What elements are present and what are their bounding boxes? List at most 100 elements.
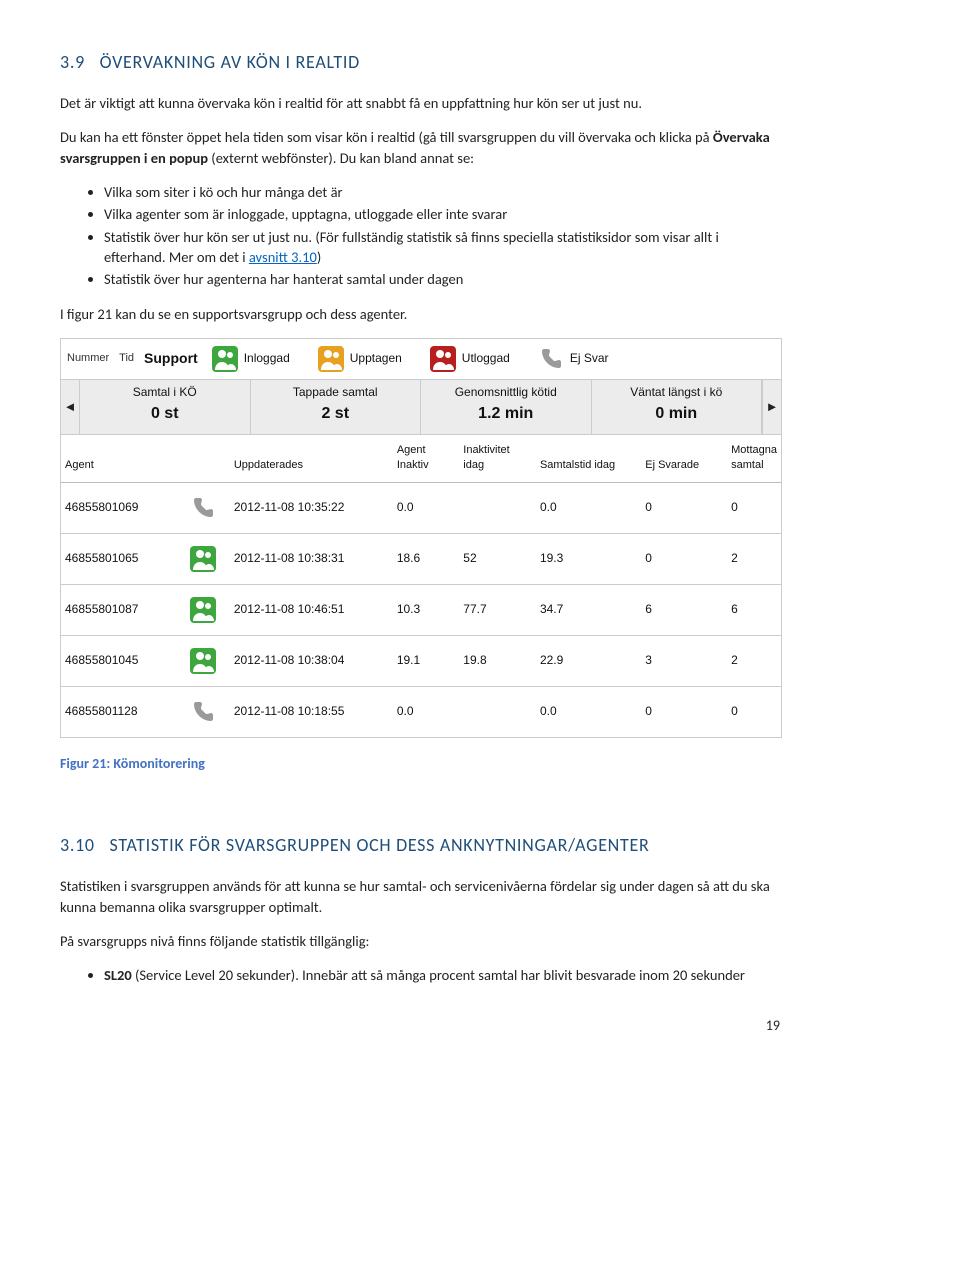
cell-noanswer: 0 <box>641 686 727 737</box>
cell-recv: 2 <box>727 635 781 686</box>
stats-band: ◄ Samtal i KÖ 0 st Tappade samtal 2 st G… <box>61 380 781 435</box>
person-icon <box>212 346 238 372</box>
cell-inact-today <box>459 482 536 533</box>
stat-longest: Väntat längst i kö 0 min <box>592 380 763 434</box>
bullet-item: SL20 (Service Level 20 sekunder). Innebä… <box>104 965 780 985</box>
status-ejsvar: Ej Svar <box>538 346 609 372</box>
para-1: Det är viktigt att kunna övervaka kön i … <box>60 93 780 113</box>
bullet-list-310: SL20 (Service Level 20 sekunder). Innebä… <box>60 965 780 985</box>
th-talk: Samtalstid idag <box>536 435 641 482</box>
cell-noanswer: 3 <box>641 635 727 686</box>
table-row: 468558010692012-11-08 10:35:220.00.000 <box>61 482 781 533</box>
para-3: I figur 21 kan du se en supportsvarsgrup… <box>60 304 780 324</box>
table-row: 468558010452012-11-08 10:38:0419.119.822… <box>61 635 781 686</box>
nav-left-icon[interactable]: ◄ <box>61 380 80 434</box>
cell-updated: 2012-11-08 10:38:04 <box>230 635 393 686</box>
cell-talk: 22.9 <box>536 635 641 686</box>
cell-status-icon <box>186 686 229 737</box>
th-updated: Uppdaterades <box>230 435 393 482</box>
person-icon <box>190 648 216 674</box>
cell-inactive: 18.6 <box>393 533 459 584</box>
col-tid: Tid <box>119 351 134 366</box>
support-label: Support <box>144 349 198 369</box>
cell-talk: 34.7 <box>536 584 641 635</box>
bullet-item: Vilka agenter som är inloggade, upptagna… <box>104 204 780 224</box>
status-inloggad: Inloggad <box>212 346 290 372</box>
cell-noanswer: 0 <box>641 482 727 533</box>
para-310-1: Statistiken i svarsgruppen används för a… <box>60 876 780 917</box>
para-310-2: På svarsgrupps nivå finns följande stati… <box>60 931 780 951</box>
cell-status-icon <box>186 635 229 686</box>
section-3-9-title: 3.9 ÖVERVAKNING AV KÖN I REALTID <box>60 50 780 75</box>
th-status-icon <box>186 435 229 482</box>
cell-inactive: 19.1 <box>393 635 459 686</box>
th-recv: Mottagna samtal <box>727 435 781 482</box>
section-3-10-title: 3.10 STATISTIK FÖR SVARSGRUPPEN OCH DESS… <box>60 833 780 858</box>
cell-status-icon <box>186 584 229 635</box>
bullet-item: Statistik över hur agenterna har hantera… <box>104 269 780 289</box>
status-upptagen: Upptagen <box>318 346 402 372</box>
th-noanswer: Ej Svarade <box>641 435 727 482</box>
bullet-item: Vilka som siter i kö och hur många det ä… <box>104 182 780 202</box>
person-icon <box>430 346 456 372</box>
cell-recv: 6 <box>727 584 781 635</box>
table-row: 468558011282012-11-08 10:18:550.00.000 <box>61 686 781 737</box>
cell-inact-today <box>459 686 536 737</box>
cell-updated: 2012-11-08 10:46:51 <box>230 584 393 635</box>
queue-monitor-screenshot: Nummer Tid Support Inloggad Upptagen Utl… <box>60 338 782 738</box>
cell-recv: 2 <box>727 533 781 584</box>
person-icon <box>190 597 216 623</box>
cell-inact-today: 19.8 <box>459 635 536 686</box>
cell-updated: 2012-11-08 10:18:55 <box>230 686 393 737</box>
para-2: Du kan ha ett fönster öppet hela tiden s… <box>60 127 780 168</box>
phone-icon <box>538 346 564 372</box>
phone-icon <box>190 699 216 725</box>
cell-agent: 46855801087 <box>61 584 186 635</box>
cell-inact-today: 52 <box>459 533 536 584</box>
cell-noanswer: 6 <box>641 584 727 635</box>
section-heading: STATISTIK FÖR SVARSGRUPPEN OCH DESS ANKN… <box>110 834 650 856</box>
cell-status-icon <box>186 482 229 533</box>
person-icon <box>318 346 344 372</box>
th-inact-today: Inaktivitet idag <box>459 435 536 482</box>
cell-agent: 46855801069 <box>61 482 186 533</box>
status-utloggad: Utloggad <box>430 346 510 372</box>
cell-talk: 19.3 <box>536 533 641 584</box>
nav-right-icon[interactable]: ► <box>762 380 781 434</box>
stat-queue: Samtal i KÖ 0 st <box>80 380 251 434</box>
th-inactive: Agent Inaktiv <box>393 435 459 482</box>
cell-recv: 0 <box>727 482 781 533</box>
cell-inactive: 10.3 <box>393 584 459 635</box>
bullet-list: Vilka som siter i kö och hur många det ä… <box>60 182 780 289</box>
agents-table: Agent Uppdaterades Agent Inaktiv Inaktiv… <box>61 435 781 737</box>
cell-agent: 46855801065 <box>61 533 186 584</box>
section-heading: ÖVERVAKNING AV KÖN I REALTID <box>100 51 360 73</box>
table-row: 46855801087 2012-11-08 10:46:5110.377.734… <box>61 584 781 635</box>
cell-agent: 46855801128 <box>61 686 186 737</box>
cell-noanswer: 0 <box>641 533 727 584</box>
phone-icon <box>190 495 216 521</box>
table-row: 46855801065 2012-11-08 10:38:3118.65219.3… <box>61 533 781 584</box>
cell-inactive: 0.0 <box>393 686 459 737</box>
cell-updated: 2012-11-08 10:35:22 <box>230 482 393 533</box>
cell-talk: 0.0 <box>536 482 641 533</box>
cell-inactive: 0.0 <box>393 482 459 533</box>
link-section-3-10[interactable]: avsnitt 3.10 <box>249 248 317 266</box>
bullet-item: Statistik över hur kön ser ut just nu. (… <box>104 227 780 268</box>
stat-avg: Genomsnittlig kötid 1.2 min <box>421 380 592 434</box>
col-nummer: Nummer <box>67 351 109 366</box>
cell-inact-today: 77.7 <box>459 584 536 635</box>
figure-21-caption: Figur 21: Kömonitorering <box>60 754 780 774</box>
cell-agent: 46855801045 <box>61 635 186 686</box>
cell-recv: 0 <box>727 686 781 737</box>
cell-talk: 0.0 <box>536 686 641 737</box>
page-number: 19 <box>60 1016 780 1036</box>
section-number: 3.10 <box>60 834 95 856</box>
stat-dropped: Tappade samtal 2 st <box>251 380 422 434</box>
cell-status-icon <box>186 533 229 584</box>
person-icon <box>190 546 216 572</box>
cell-updated: 2012-11-08 10:38:31 <box>230 533 393 584</box>
bold-inline: SL20 <box>104 966 132 984</box>
section-number: 3.9 <box>60 51 85 73</box>
th-agent: Agent <box>61 435 186 482</box>
